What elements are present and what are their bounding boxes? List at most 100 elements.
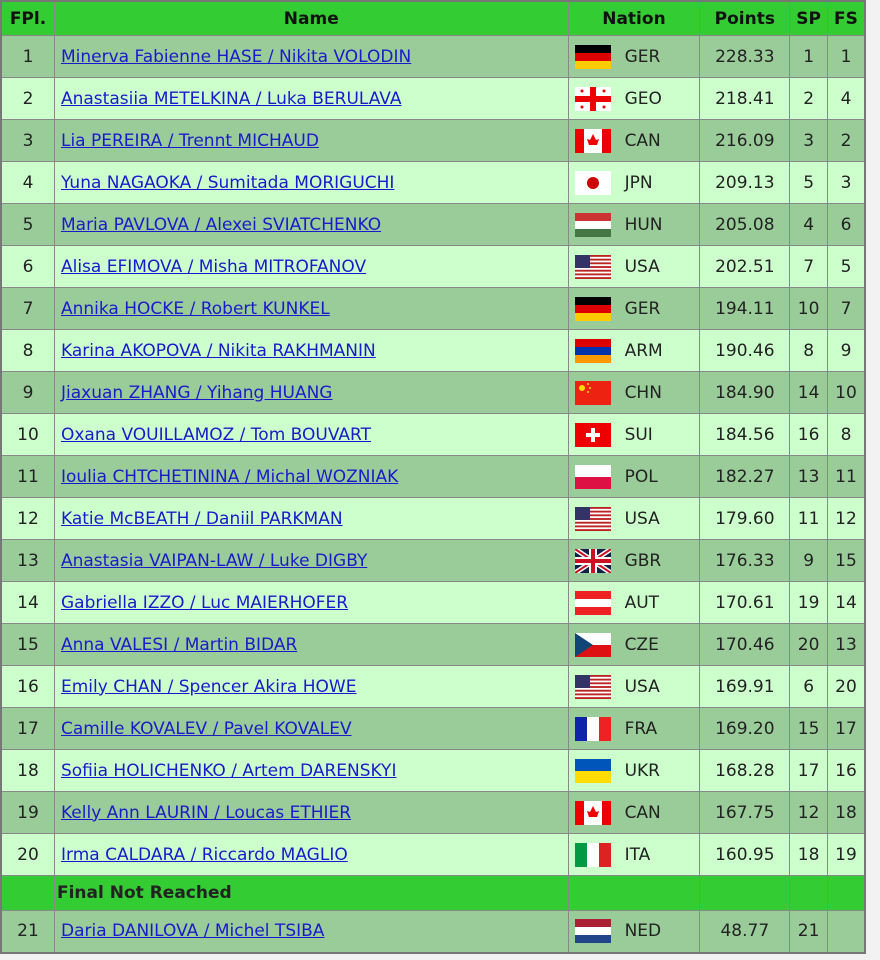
skater-link[interactable]: Oxana VOUILLAMOZ / Tom BOUVART	[60, 424, 371, 445]
name-cell: Minerva Fabienne HASE / Nikita VOLODIN	[53, 35, 569, 78]
skater-link[interactable]: Katie McBEATH / Daniil PARKMAN	[60, 508, 343, 529]
sp-place: 6	[789, 665, 828, 708]
points: 176.33	[699, 539, 791, 582]
table-row: 18 Sofiia HOLICHENKO / Artem DARENSKYI U…	[0, 749, 866, 792]
points: 184.90	[699, 371, 791, 414]
skater-link[interactable]: Gabriella IZZO / Luc MAIERHOFER	[60, 592, 349, 613]
table-row: 10 Oxana VOUILLAMOZ / Tom BOUVART SUI 18…	[0, 413, 866, 456]
sp-place: 9	[789, 539, 828, 582]
skater-link[interactable]: Lia PEREIRA / Trennt MICHAUD	[60, 130, 319, 151]
flag-fra-icon	[574, 716, 611, 741]
sp-place: 17	[789, 749, 828, 792]
sp-place: 15	[789, 707, 828, 750]
skater-link[interactable]: Anastasiia METELKINA / Luka BERULAVA	[60, 88, 402, 109]
name-cell: Ioulia CHTCHETININA / Michal WOZNIAK	[53, 455, 569, 498]
name-cell: Anna VALESI / Martin BIDAR	[53, 623, 569, 666]
table-row: 16 Emily CHAN / Spencer Akira HOWE USA 1…	[0, 665, 866, 708]
placement: 5	[0, 203, 55, 246]
name-cell: Irma CALDARA / Riccardo MAGLIO	[53, 833, 569, 876]
fs-place	[826, 910, 866, 953]
points: 167.75	[699, 791, 791, 834]
skater-link[interactable]: Kelly Ann LAURIN / Loucas ETHIER	[60, 802, 352, 823]
fs-place: 8	[826, 413, 866, 456]
fs-place: 9	[826, 329, 866, 372]
placement: 9	[0, 371, 55, 414]
name-cell: Emily CHAN / Spencer Akira HOWE	[53, 665, 569, 708]
flag-chn-icon	[574, 380, 611, 405]
flag-geo-icon	[574, 86, 611, 111]
skater-link[interactable]: Camille KOVALEV / Pavel KOVALEV	[60, 718, 352, 739]
skater-link[interactable]: Annika HOCKE / Robert KUNKEL	[60, 298, 330, 319]
table-row: 17 Camille KOVALEV / Pavel KOVALEV FRA 1…	[0, 707, 866, 750]
points: 209.13	[699, 161, 791, 204]
skater-link[interactable]: Minerva Fabienne HASE / Nikita VOLODIN	[60, 46, 412, 67]
nation-code: CAN	[624, 130, 661, 151]
sp-place: 16	[789, 413, 828, 456]
name-cell: Katie McBEATH / Daniil PARKMAN	[53, 497, 569, 540]
placement: 15	[0, 623, 55, 666]
placement: 4	[0, 161, 55, 204]
nation-cell: JPN	[567, 161, 701, 204]
skater-link[interactable]: Ioulia CHTCHETININA / Michal WOZNIAK	[60, 466, 399, 487]
table-row: 20 Irma CALDARA / Riccardo MAGLIO ITA 16…	[0, 833, 866, 876]
nation-cell: CZE	[567, 623, 701, 666]
col-name: Name	[53, 0, 569, 36]
skater-link[interactable]: Emily CHAN / Spencer Akira HOWE	[60, 676, 357, 697]
table-row: 14 Gabriella IZZO / Luc MAIERHOFER AUT 1…	[0, 581, 866, 624]
placement: 3	[0, 119, 55, 162]
separator-label: Final Not Reached	[53, 875, 569, 911]
fs-place: 7	[826, 287, 866, 330]
sp-place: 4	[789, 203, 828, 246]
sp-place: 3	[789, 119, 828, 162]
nation-code: FRA	[624, 718, 658, 739]
points: 202.51	[699, 245, 791, 288]
table-row: 4 Yuna NAGAOKA / Sumitada MORIGUCHI JPN …	[0, 161, 866, 204]
skater-link[interactable]: Maria PAVLOVA / Alexei SVIATCHENKO	[60, 214, 382, 235]
skater-link[interactable]: Anna VALESI / Martin BIDAR	[60, 634, 298, 655]
flag-arm-icon	[574, 338, 611, 363]
name-cell: Oxana VOUILLAMOZ / Tom BOUVART	[53, 413, 569, 456]
table-row: 21 Daria DANILOVA / Michel TSIBA NED 48.…	[0, 910, 866, 953]
nation-cell: HUN	[567, 203, 701, 246]
flag-ita-icon	[574, 842, 611, 867]
skater-link[interactable]: Yuna NAGAOKA / Sumitada MORIGUCHI	[60, 172, 395, 193]
placement: 16	[0, 665, 55, 708]
name-cell: Annika HOCKE / Robert KUNKEL	[53, 287, 569, 330]
points: 160.95	[699, 833, 791, 876]
col-points: Points	[699, 0, 791, 36]
points: 170.61	[699, 581, 791, 624]
name-cell: Daria DANILOVA / Michel TSIBA	[53, 910, 569, 953]
table-row: 6 Alisa EFIMOVA / Misha MITROFANOV USA 2…	[0, 245, 866, 288]
name-cell: Lia PEREIRA / Trennt MICHAUD	[53, 119, 569, 162]
sp-place: 18	[789, 833, 828, 876]
nation-cell: ITA	[567, 833, 701, 876]
skater-link[interactable]: Anastasia VAIPAN-LAW / Luke DIGBY	[60, 550, 368, 571]
nation-cell: USA	[567, 497, 701, 540]
results-table: FPl. Name Nation Points SP FS 1 Minerva …	[0, 0, 866, 954]
flag-ger-icon	[574, 296, 611, 321]
points: 170.46	[699, 623, 791, 666]
sp-place: 19	[789, 581, 828, 624]
col-fs: FS	[826, 0, 866, 36]
skater-link[interactable]: Sofiia HOLICHENKO / Artem DARENSKYI	[60, 760, 397, 781]
skater-link[interactable]: Karina AKOPOVA / Nikita RAKHMANIN	[60, 340, 376, 361]
nation-code: HUN	[624, 214, 663, 235]
skater-link[interactable]: Alisa EFIMOVA / Misha MITROFANOV	[60, 256, 367, 277]
fs-place: 15	[826, 539, 866, 582]
skater-link[interactable]: Daria DANILOVA / Michel TSIBA	[60, 921, 325, 942]
nation-code: GEO	[624, 88, 662, 109]
name-cell: Alisa EFIMOVA / Misha MITROFANOV	[53, 245, 569, 288]
placement: 21	[0, 910, 55, 953]
table-row: 1 Minerva Fabienne HASE / Nikita VOLODIN…	[0, 35, 866, 78]
points: 190.46	[699, 329, 791, 372]
flag-cze-icon	[574, 632, 611, 657]
skater-link[interactable]: Jiaxuan ZHANG / Yihang HUANG	[60, 382, 333, 403]
flag-usa-icon	[574, 506, 611, 531]
name-cell: Maria PAVLOVA / Alexei SVIATCHENKO	[53, 203, 569, 246]
nation-cell: UKR	[567, 749, 701, 792]
nation-code: GER	[624, 298, 661, 319]
nation-cell: AUT	[567, 581, 701, 624]
flag-aut-icon	[574, 590, 611, 615]
skater-link[interactable]: Irma CALDARA / Riccardo MAGLIO	[60, 844, 348, 865]
nation-code: GER	[624, 46, 661, 67]
